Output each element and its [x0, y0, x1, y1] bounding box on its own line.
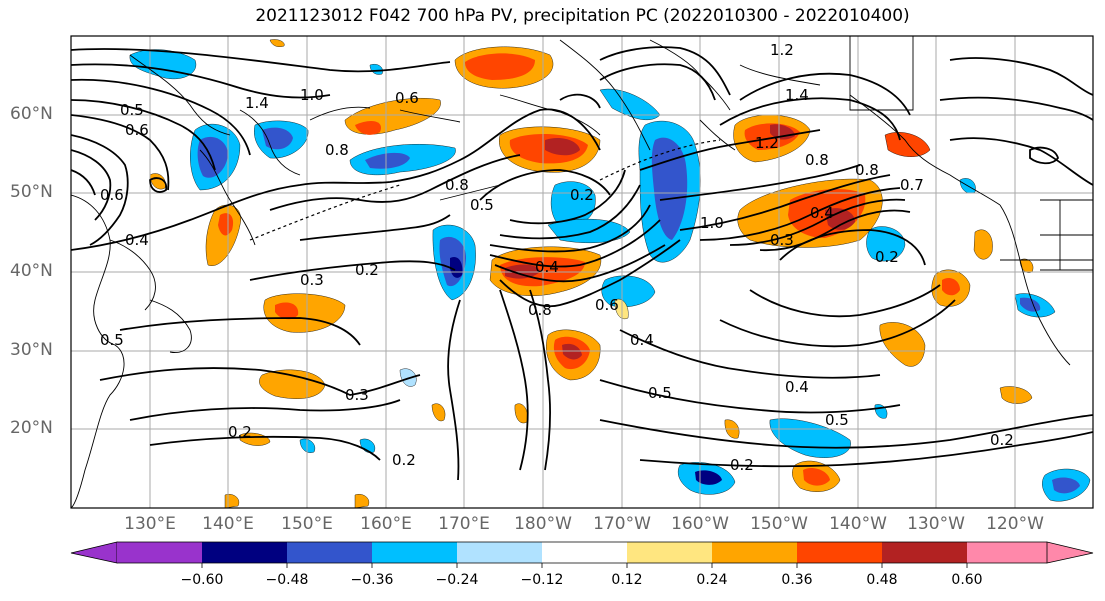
colorbar-tick-label: 0.24 [696, 572, 728, 588]
contour-label: 0.8 [325, 141, 349, 159]
contour-label: 0.2 [875, 248, 899, 266]
lat-label-20: 20°N [10, 418, 53, 438]
contour-label: 0.4 [810, 204, 834, 222]
colorbar-segment [117, 542, 202, 563]
contour-label: 0.5 [825, 411, 849, 429]
colorbar-extend-low [70, 541, 118, 564]
colorbar-segment [457, 542, 542, 563]
colorbar-segment [627, 542, 712, 563]
colorbar-tick-label: −0.36 [350, 572, 394, 588]
colorbar-tick-label: −0.12 [520, 572, 564, 588]
contour-label: 0.4 [125, 231, 149, 249]
lon-label-140w: 140°W [829, 514, 887, 534]
colorbar-segment [712, 542, 797, 563]
colorbar-tick-label: 0.12 [611, 572, 643, 588]
contour-label: 1.2 [770, 41, 794, 59]
contour-label: 0.5 [648, 384, 672, 402]
lon-label-120w: 120°W [986, 514, 1044, 534]
colorbar-tick-label: 0.36 [781, 572, 813, 588]
contour-label: 0.8 [445, 176, 469, 194]
colorbar-segment [287, 542, 372, 563]
contour-label: 0.5 [120, 101, 144, 119]
colorbar-tick-label: −0.48 [265, 572, 309, 588]
colorbar [70, 541, 1094, 568]
colorbar-segment [372, 542, 457, 563]
lat-label-50: 50°N [10, 182, 53, 202]
colorbar-tick-label: 0.60 [951, 572, 983, 588]
colorbar-tick-label: −0.24 [435, 572, 479, 588]
lon-label-180w: 180°W [514, 514, 572, 534]
contour-label: 1.4 [245, 94, 269, 112]
contour-label: 0.3 [300, 271, 324, 289]
contour-label: 0.3 [345, 386, 369, 404]
colorbar-segment [967, 542, 1047, 563]
colorbar-segment [202, 542, 287, 563]
lat-label-40: 40°N [10, 261, 53, 281]
contour-label: 0.2 [570, 186, 594, 204]
dashed-boundaries [249, 139, 721, 241]
contour-label: 0.2 [990, 431, 1014, 449]
lon-label-170w: 170°W [593, 514, 651, 534]
contour-label: 0.4 [630, 331, 654, 349]
contour-label: 0.8 [805, 151, 829, 169]
lat-label-60: 60°N [10, 104, 53, 124]
colorbar-tick-label: 0.48 [866, 572, 898, 588]
lon-label-150w: 150°W [750, 514, 808, 534]
contour-label: 0.6 [125, 121, 149, 139]
contour-label: 0.4 [535, 258, 559, 276]
lon-label-160w: 160°W [671, 514, 729, 534]
contour-label: 0.6 [100, 186, 124, 204]
contour-label: 0.8 [855, 161, 879, 179]
lon-label-150e: 150°E [281, 514, 333, 534]
contour-label: 0.7 [900, 176, 924, 194]
graticule [71, 36, 1093, 508]
lat-label-30: 30°N [10, 340, 53, 360]
contour-label: 0.2 [730, 456, 754, 474]
contour-label: 1.0 [300, 86, 324, 104]
lon-label-170e: 170°E [438, 514, 490, 534]
lon-label-130w: 130°W [907, 514, 965, 534]
contour-label: 1.2 [755, 134, 779, 152]
contour-label: 0.8 [528, 301, 552, 319]
contour-label: 1.0 [700, 214, 724, 232]
contour-label: 0.6 [395, 89, 419, 107]
contour-label: 0.2 [392, 451, 416, 469]
contour-label: 0.2 [355, 261, 379, 279]
colorbar-tick-label: −0.60 [180, 572, 224, 588]
precip-shading [129, 39, 1091, 508]
colorbar-segment [797, 542, 882, 563]
contour-label: 0.4 [785, 378, 809, 396]
colorbar-segment [542, 542, 627, 563]
contour-label: 1.4 [785, 86, 809, 104]
contour-label: 0.3 [770, 231, 794, 249]
lon-label-130e: 130°E [124, 514, 176, 534]
contour-labels: 1.2 1.4 1.0 0.6 0.5 0.6 0.8 0.4 0.2 0.3 … [100, 41, 1014, 474]
pv-contours [71, 46, 1093, 481]
contour-label: 0.6 [595, 296, 619, 314]
chart-title: 2021123012 F042 700 hPa PV, precipitatio… [255, 6, 910, 26]
map-body: 1.2 1.4 1.0 0.6 0.5 0.6 0.8 0.4 0.2 0.3 … [71, 36, 1093, 508]
contour-label: 0.2 [228, 423, 252, 441]
colorbar-extend-high [1046, 541, 1094, 564]
lon-label-160e: 160°E [360, 514, 412, 534]
map-frame [70, 35, 1094, 509]
contour-label: 0.5 [470, 196, 494, 214]
colorbar-segment [882, 542, 967, 563]
contour-label: 0.5 [100, 331, 124, 349]
lon-label-140e: 140°E [202, 514, 254, 534]
